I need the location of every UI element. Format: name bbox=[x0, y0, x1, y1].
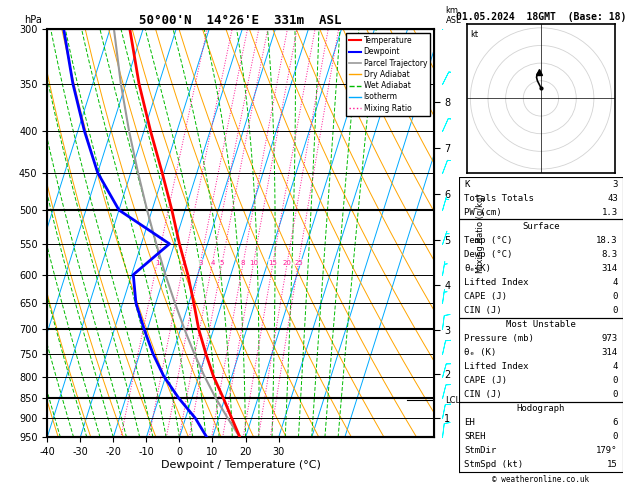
Text: Pressure (mb): Pressure (mb) bbox=[464, 334, 534, 343]
Text: EH: EH bbox=[464, 418, 475, 427]
Text: 25: 25 bbox=[294, 260, 303, 266]
Text: Lifted Index: Lifted Index bbox=[464, 362, 528, 371]
Text: θₑ(K): θₑ(K) bbox=[464, 264, 491, 273]
Text: Mixing Ratio (g/kg): Mixing Ratio (g/kg) bbox=[476, 193, 485, 273]
Text: 4: 4 bbox=[613, 362, 618, 371]
Text: 0: 0 bbox=[613, 376, 618, 385]
Text: 0: 0 bbox=[613, 433, 618, 441]
Text: 8.3: 8.3 bbox=[602, 250, 618, 259]
Text: CAPE (J): CAPE (J) bbox=[464, 376, 507, 385]
Text: PW (cm): PW (cm) bbox=[464, 208, 502, 217]
Text: 15: 15 bbox=[269, 260, 277, 266]
Legend: Temperature, Dewpoint, Parcel Trajectory, Dry Adiabat, Wet Adiabat, Isotherm, Mi: Temperature, Dewpoint, Parcel Trajectory… bbox=[346, 33, 430, 116]
Text: StmSpd (kt): StmSpd (kt) bbox=[464, 460, 523, 469]
Text: CIN (J): CIN (J) bbox=[464, 306, 502, 315]
Text: 314: 314 bbox=[602, 348, 618, 357]
Text: hPa: hPa bbox=[24, 15, 42, 25]
Text: 179°: 179° bbox=[596, 447, 618, 455]
Text: Dewp (°C): Dewp (°C) bbox=[464, 250, 513, 259]
X-axis label: Dewpoint / Temperature (°C): Dewpoint / Temperature (°C) bbox=[160, 460, 321, 470]
Text: CAPE (J): CAPE (J) bbox=[464, 292, 507, 301]
Text: Totals Totals: Totals Totals bbox=[464, 194, 534, 203]
Text: LCL: LCL bbox=[445, 396, 460, 404]
Text: 314: 314 bbox=[602, 264, 618, 273]
Text: Temp (°C): Temp (°C) bbox=[464, 236, 513, 245]
Text: 5: 5 bbox=[220, 260, 225, 266]
Text: 1: 1 bbox=[155, 260, 159, 266]
Text: 973: 973 bbox=[602, 334, 618, 343]
Text: 01.05.2024  18GMT  (Base: 18): 01.05.2024 18GMT (Base: 18) bbox=[456, 12, 626, 22]
Text: 2: 2 bbox=[182, 260, 186, 266]
Text: 0: 0 bbox=[613, 390, 618, 399]
Text: 4: 4 bbox=[210, 260, 214, 266]
Text: 3: 3 bbox=[613, 180, 618, 189]
Text: 3: 3 bbox=[198, 260, 203, 266]
Text: SREH: SREH bbox=[464, 433, 486, 441]
Text: 18.3: 18.3 bbox=[596, 236, 618, 245]
Text: 1.3: 1.3 bbox=[602, 208, 618, 217]
Text: CIN (J): CIN (J) bbox=[464, 390, 502, 399]
Text: Most Unstable: Most Unstable bbox=[506, 320, 576, 329]
Text: 10: 10 bbox=[249, 260, 258, 266]
Title: 50°00'N  14°26'E  331m  ASL: 50°00'N 14°26'E 331m ASL bbox=[140, 14, 342, 27]
Text: θₑ (K): θₑ (K) bbox=[464, 348, 496, 357]
Text: 20: 20 bbox=[283, 260, 292, 266]
Text: 6: 6 bbox=[613, 418, 618, 427]
Text: K: K bbox=[464, 180, 469, 189]
Text: kt: kt bbox=[470, 30, 479, 38]
Text: Surface: Surface bbox=[522, 222, 560, 231]
Text: km
ASL: km ASL bbox=[445, 6, 461, 25]
Text: Lifted Index: Lifted Index bbox=[464, 278, 528, 287]
Text: 43: 43 bbox=[607, 194, 618, 203]
Text: 15: 15 bbox=[607, 460, 618, 469]
Text: 0: 0 bbox=[613, 292, 618, 301]
Text: 4: 4 bbox=[613, 278, 618, 287]
Text: 0: 0 bbox=[613, 306, 618, 315]
Text: StmDir: StmDir bbox=[464, 447, 496, 455]
Text: 8: 8 bbox=[241, 260, 245, 266]
Text: © weatheronline.co.uk: © weatheronline.co.uk bbox=[493, 474, 589, 484]
Text: Hodograph: Hodograph bbox=[517, 404, 565, 414]
